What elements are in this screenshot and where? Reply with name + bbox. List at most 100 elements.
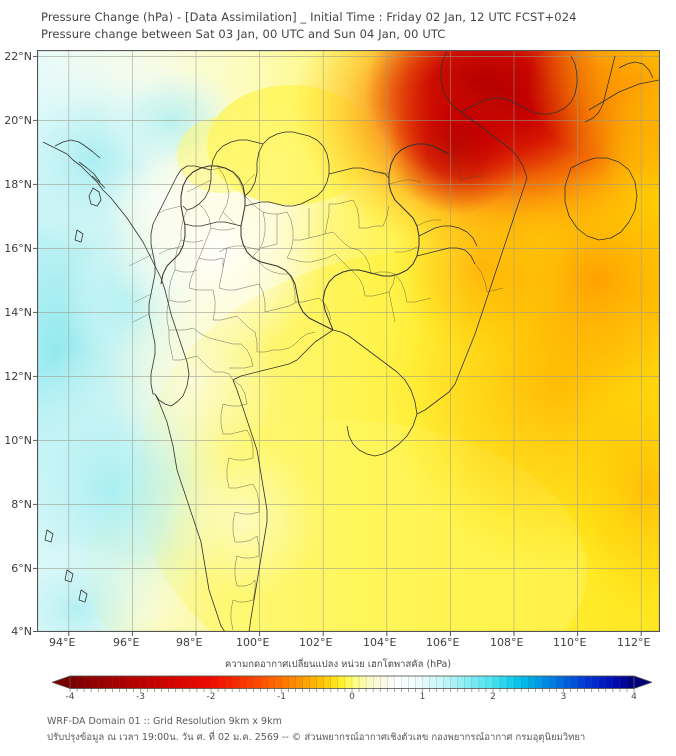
colorbar-segment (478, 675, 487, 689)
colorbar-segment (323, 675, 332, 689)
colorbar-segment (556, 675, 565, 689)
colorbar-tick-label: 0 (349, 692, 355, 702)
colorbar-segment (161, 675, 170, 689)
colorbar-segment (464, 675, 473, 689)
x-tick-112E: 112°E (617, 636, 651, 649)
colorbar-segment (196, 675, 205, 689)
colorbar-segment (450, 675, 459, 689)
field-pale-far-south (87, 550, 227, 632)
colorbar-segment (365, 675, 374, 689)
x-tick-102E: 102°E (299, 636, 333, 649)
colorbar-segment (90, 675, 99, 689)
chart-title-line-1: Pressure Change (hPa) - [Data Assimilati… (41, 10, 577, 24)
y-tick-8N: 8°N (11, 498, 32, 511)
colorbar-segment (295, 675, 304, 689)
colorbar-tick-labels: -4 -3 -2 -1 0 1 2 3 4 (52, 692, 652, 706)
colorbar-segment (626, 675, 635, 689)
colorbar-segment (542, 675, 550, 689)
colorbar-segment (210, 675, 219, 689)
colorbar-segment (119, 675, 127, 689)
colorbar-segment (239, 675, 247, 689)
colorbar-tick-label: -3 (136, 692, 145, 702)
colorbar (50, 673, 654, 692)
x-tick-100E: 100°E (236, 636, 270, 649)
colorbar-tick-label: -2 (206, 692, 216, 702)
y-tick-10N: 10°N (4, 434, 32, 447)
colorbar-segment (309, 675, 318, 689)
y-tick-16N: 16°N (4, 242, 32, 255)
x-tick-98E: 98°E (176, 636, 203, 649)
field-orange-east-edge (597, 76, 660, 214)
plot-frame (37, 50, 660, 632)
indochina-internal-boundaries (373, 153, 504, 323)
colorbar-segment (422, 675, 431, 689)
colorbar-segment (387, 675, 395, 689)
colorbar-outline (69, 675, 635, 689)
chart-title-line-2: Pressure change between Sat 03 Jan, 00 U… (41, 27, 446, 41)
colorbar-segment (344, 675, 353, 689)
colorbar-tick-label: 1 (419, 692, 426, 702)
colorbar-segment (408, 675, 416, 689)
y-tick-6N: 6°N (11, 562, 32, 575)
colorbar-tick-label: -4 (65, 692, 75, 702)
colorbar-segment (76, 675, 85, 689)
colorbar-segment (570, 675, 579, 689)
field-red-core-sw (387, 75, 527, 215)
colorbar-segment (246, 675, 254, 689)
colorbar-segment (619, 675, 628, 689)
colorbar-segment (506, 675, 515, 689)
colorbar-segment (316, 675, 325, 689)
colorbar-segment (499, 675, 508, 689)
x-tick-108E: 108°E (490, 636, 524, 649)
colorbar-segment (513, 675, 522, 689)
colorbar-segment (154, 675, 163, 689)
colorbar-segment (281, 675, 290, 689)
colorbar-segment (591, 675, 600, 689)
colorbar-tick-label: -1 (277, 692, 286, 702)
colorbar-segment (133, 675, 142, 689)
field-orange-se (557, 360, 660, 620)
x-tick-104E: 104°E (363, 636, 397, 649)
colorbar-segment (401, 675, 409, 689)
field-yellow-tongue-nw (177, 117, 267, 193)
colorbar-segment (83, 675, 92, 689)
colorbar-segment (182, 675, 191, 689)
chart-title-block: Pressure Change (hPa) - [Data Assimilati… (41, 9, 577, 43)
colorbar-segment (584, 675, 593, 689)
myanmar-internal-boundaries (128, 167, 256, 323)
colorbar-segment (224, 675, 233, 689)
y-tick-22N: 22°N (4, 50, 32, 63)
colorbar-segment (288, 675, 297, 689)
colorbar-segment (521, 675, 529, 689)
colorbar-segment (415, 675, 424, 689)
footer-block: WRF-DA Domain 01 :: Grid Resolution 9km … (47, 714, 585, 746)
colorbar-segment (189, 675, 198, 689)
colorbar-segment (253, 675, 261, 689)
x-tick-110E: 110°E (553, 636, 587, 649)
y-tick-4N: 4°N (11, 625, 32, 638)
y-tick-12N: 12°N (4, 370, 32, 383)
colorbar-segment (436, 675, 445, 689)
colorbar-minor-ticks (69, 688, 635, 692)
colorbar-segment (535, 675, 543, 689)
colorbar-segment (126, 675, 134, 689)
footer-line-2: ปรับปรุงข้อมูล ณ เวลา 19:00น. วัน ศ. ที่… (47, 732, 586, 743)
colorbar-svg (50, 675, 654, 692)
colorbar-segment (351, 675, 360, 689)
colorbar-low-extend-arrow (50, 675, 71, 690)
colorbar-segment (105, 675, 113, 689)
colorbar-high-extend-arrow (633, 675, 654, 690)
map-gridlines (37, 50, 660, 632)
y-tick-14N: 14°N (4, 306, 32, 319)
colorbar-segment (443, 675, 452, 689)
colorbar-segment (528, 675, 536, 689)
colorbar-segment (372, 675, 381, 689)
colorbar-segment (485, 675, 494, 689)
colorbar-title: ความกดอากาศเปลี่ยนแปลง หน่วย เฮกโตพาสคัล… (224, 659, 452, 670)
colorbar-segment (394, 675, 402, 689)
pressure-field-svg (37, 50, 660, 632)
colorbar-segment (69, 675, 78, 689)
colorbar-segment (274, 675, 283, 689)
colorbar-segment (457, 675, 466, 689)
